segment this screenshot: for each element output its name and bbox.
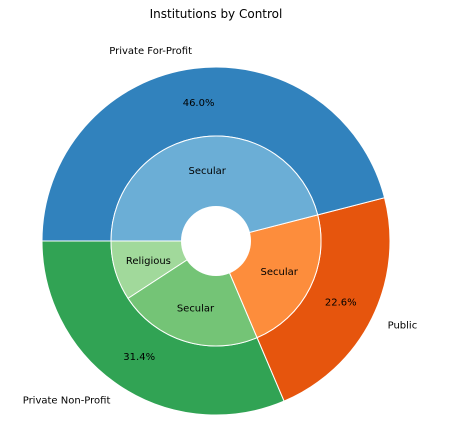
outer-ring xyxy=(41,66,391,416)
inner-label-private-non-profit-secular: Secular xyxy=(177,303,215,314)
inner-label-private-non-profit-religious: Religious xyxy=(126,256,171,267)
chart-title: Institutions by Control xyxy=(150,7,283,21)
pct-label-private-for-profit: 46.0% xyxy=(183,98,215,109)
pct-label-private-non-profit: 31.4% xyxy=(123,352,155,363)
outer-label-private-for-profit: Private For-Profit xyxy=(109,46,192,57)
inner-label-private-for-profit-secular: Secular xyxy=(189,166,227,177)
inner-wedge-private-for-profit-secular xyxy=(110,135,319,242)
center-hole xyxy=(181,206,251,276)
pct-label-public: 22.6% xyxy=(325,298,357,309)
outer-label-private-non-profit: Private Non-Profit xyxy=(23,396,111,407)
outer-label-public: Public xyxy=(388,321,418,332)
inner-label-public-secular: Secular xyxy=(261,267,299,278)
chart-labels: 31.4% Private Non-Profit 22.6% Public 46.0% P… xyxy=(23,46,417,407)
